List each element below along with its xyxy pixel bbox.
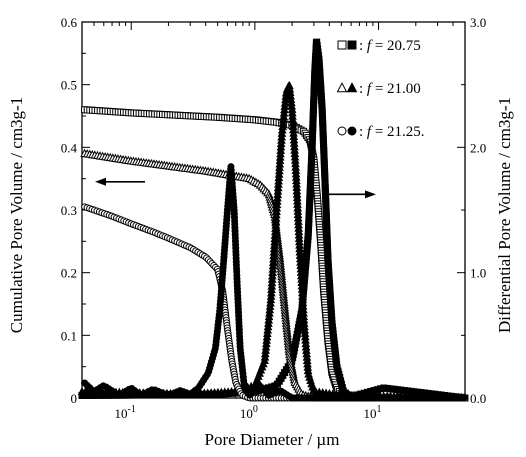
- legend-label: : f = 21.00: [359, 81, 421, 97]
- y-axis-label-right: Differential Pore Volume / cm3g-1: [495, 97, 514, 333]
- y-right-tick-label: 0.0: [470, 391, 486, 406]
- x-tick-label: 100: [240, 404, 258, 421]
- y-left-tick-label: 0.4: [61, 140, 78, 155]
- legend-open-marker: [336, 82, 348, 93]
- x-tick-label-exponent: -1: [128, 404, 136, 415]
- y-right-tick-label: 2.0: [470, 140, 486, 155]
- legend-entry: : f = 21.25.: [337, 124, 425, 140]
- annotations: [95, 177, 376, 199]
- legend-filled-marker: [347, 40, 357, 50]
- x-tick-label-base: 10: [364, 406, 377, 421]
- legend-label: : f = 20.75: [359, 38, 421, 54]
- y-left-tick-label: 0.6: [61, 15, 78, 30]
- x-axis-label: Pore Diameter / µm: [205, 430, 340, 449]
- data-points: [77, 38, 469, 402]
- y-left-tick-label: 0.2: [61, 266, 77, 281]
- y-left-tick-label: 0.5: [61, 78, 77, 93]
- x-tick-label-exponent: 1: [377, 404, 382, 415]
- legend-filled-marker: [347, 126, 357, 136]
- legend-f: f: [367, 38, 373, 54]
- legend-f: f: [367, 81, 373, 97]
- y-right-tick-label: 1.0: [470, 266, 486, 281]
- legend: : f = 20.75: f = 21.00: f = 21.25.: [336, 38, 425, 140]
- x-tick-label-base: 10: [115, 406, 128, 421]
- y-left-tick-label: 0: [71, 391, 78, 406]
- legend-colon: :: [359, 38, 367, 54]
- data-point: [459, 394, 467, 402]
- arrow-left-head: [95, 177, 106, 186]
- series-square-differential: [78, 38, 469, 402]
- legend-value: = 20.75: [371, 38, 421, 54]
- y-axis-label-left: Cumulative Pore Volume / cm3g-1: [7, 97, 26, 333]
- legend-entry: : f = 21.00: [336, 81, 421, 97]
- y-left-tick-label: 0.1: [61, 328, 77, 343]
- legend-label: : f = 21.25.: [359, 124, 425, 140]
- series-circle-differential: [81, 163, 467, 402]
- legend-entry: : f = 20.75: [337, 38, 421, 54]
- arrow-right-head: [365, 190, 376, 199]
- x-tick-label-base: 10: [240, 406, 253, 421]
- legend-open-marker: [337, 126, 347, 136]
- legend-colon: :: [359, 124, 367, 140]
- legend-f: f: [367, 124, 373, 140]
- y-left-tick-label: 0.3: [61, 203, 77, 218]
- legend-colon: :: [359, 81, 367, 97]
- legend-value: = 21.00: [371, 81, 421, 97]
- x-tick-label: 10-1: [115, 404, 136, 421]
- y-right-tick-label: 3.0: [470, 15, 486, 30]
- x-tick-label: 101: [364, 404, 382, 421]
- legend-filled-marker: [346, 82, 358, 93]
- legend-value: = 21.25.: [371, 124, 424, 140]
- legend-open-marker: [337, 40, 347, 50]
- x-tick-label-exponent: 0: [253, 404, 258, 415]
